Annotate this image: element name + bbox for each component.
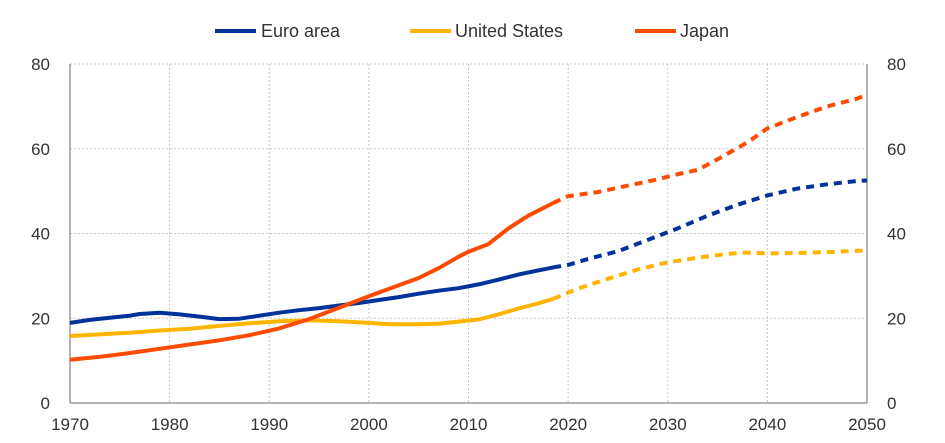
x-tick-label: 2010: [450, 415, 488, 434]
series-euro-area-projection-line: [552, 178, 868, 270]
legend-label: Japan: [680, 21, 729, 41]
y-tick-label-left: 60: [31, 140, 50, 159]
y-axis-right-labels: 0 20 40 60 80: [887, 55, 906, 413]
y-tick-label-left: 80: [31, 55, 50, 74]
legend-item-japan: Japan: [635, 21, 729, 41]
series-japan-projection-line: [552, 92, 868, 205]
chart-grid: [70, 63, 867, 403]
y-tick-label-left: 40: [31, 225, 50, 244]
x-tick-label: 2050: [848, 415, 886, 434]
legend-item-united-states: United States: [410, 21, 563, 41]
series-euro-area-actual-line: [69, 265, 554, 325]
chart-series: [69, 92, 868, 362]
x-tick-label: 2040: [748, 415, 786, 434]
chart-axes: [69, 64, 868, 404]
y-tick-label-right: 40: [887, 225, 906, 244]
x-tick-label: 1970: [51, 415, 89, 434]
series-japan-actual-line: [69, 201, 555, 362]
x-axis-labels: 1970 1980 1990 2000 2010 2020 2030 2040 2050: [51, 415, 886, 434]
y-axis-left-labels: 0 20 40 60 80: [31, 55, 50, 413]
y-tick-label-right: 0: [887, 394, 896, 413]
legend-label: Euro area: [261, 21, 341, 41]
x-tick-label: 1990: [250, 415, 288, 434]
legend-label: United States: [455, 21, 563, 41]
legend-item-euro-area: Euro area: [215, 21, 341, 41]
x-tick-label: 2000: [350, 415, 388, 434]
y-tick-label-left: 0: [41, 394, 50, 413]
series-united-states-projection-line: [552, 248, 868, 301]
x-tick-label: 2020: [549, 415, 587, 434]
y-tick-label-right: 20: [887, 309, 906, 328]
x-tick-label: 1980: [151, 415, 189, 434]
series-united-states-actual-line: [69, 296, 554, 338]
chart-legend: Euro area United States Japan: [215, 21, 729, 41]
x-tick-label: 2030: [649, 415, 687, 434]
y-tick-label-left: 20: [31, 309, 50, 328]
y-tick-label-right: 80: [887, 55, 906, 74]
y-tick-label-right: 60: [887, 140, 906, 159]
